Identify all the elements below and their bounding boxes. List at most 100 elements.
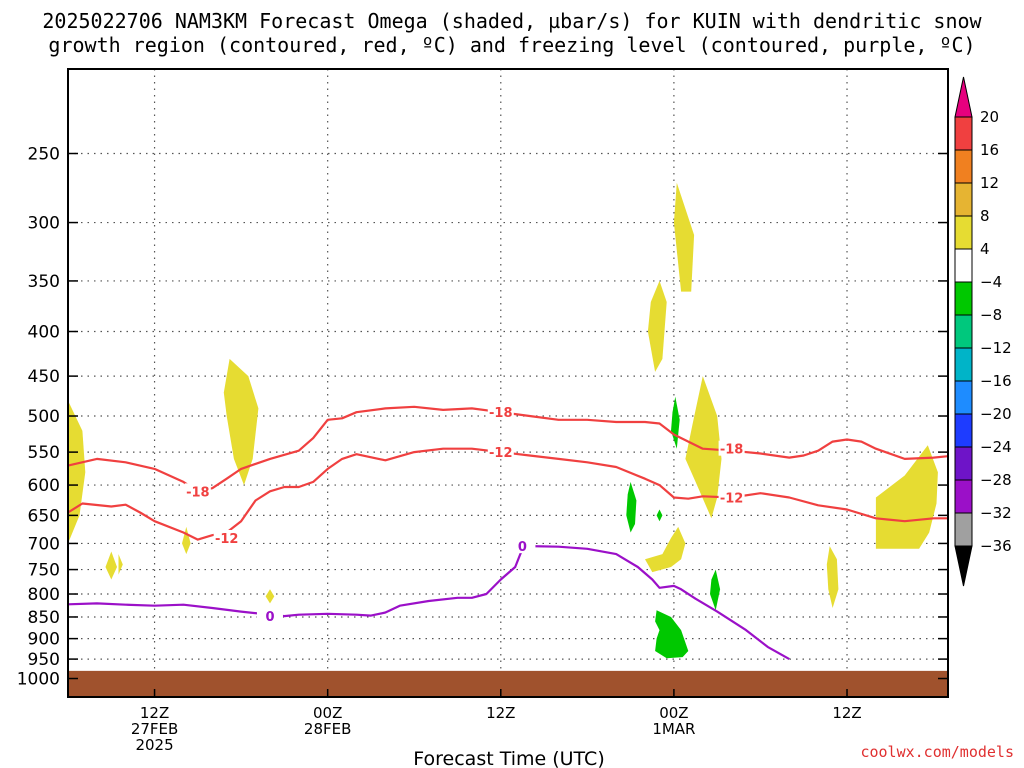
colorbar-segment — [954, 446, 973, 481]
contour-label: -12 — [215, 532, 239, 547]
colorbar-segment — [954, 281, 973, 316]
x-tick-label: 1MAR — [652, 720, 695, 738]
plot-area: -18 -18 -18 -12 -12 -12 0 0 — [67, 68, 949, 698]
contour-label-bg — [718, 489, 745, 505]
colorbar-tick-label: 8 — [980, 207, 990, 225]
y-tick-label: 850 — [28, 608, 60, 628]
y-tick-label: 950 — [28, 650, 60, 670]
y-tick-label: 700 — [28, 534, 60, 554]
contour-label-bg — [487, 444, 514, 460]
x-tick-label: 00Z — [659, 704, 688, 722]
omega-shaded-region — [647, 280, 667, 372]
omega-shaded-region — [671, 396, 680, 449]
omega-shaded-region — [645, 526, 686, 573]
colorbar-segment — [954, 413, 973, 448]
omega-shaded-region — [710, 569, 721, 611]
contour-label: -12 — [489, 446, 513, 461]
x-tick-label: 00Z — [313, 704, 342, 722]
contour-freezing-level-line — [67, 545, 790, 661]
colorbar-tick-label: 12 — [980, 174, 999, 192]
omega-shaded-region — [105, 551, 117, 580]
colorbar-tick-label: 16 — [980, 141, 999, 159]
colorbar-tick-label: −20 — [980, 405, 1012, 423]
omega-shaded-region — [223, 358, 259, 486]
omega-shaded-region — [265, 589, 275, 604]
y-tick-label: 550 — [28, 443, 60, 463]
contour-label: -12 — [720, 491, 744, 506]
colorbar-tick-label: −8 — [980, 306, 1002, 324]
omega-shaded-region — [626, 481, 637, 533]
colorbar-segment — [954, 149, 973, 184]
colorbar-segment — [954, 116, 973, 151]
omega-shaded-region — [118, 554, 123, 575]
omega-shaded-region — [655, 610, 689, 659]
y-tick-label: 500 — [28, 407, 60, 427]
colorbar-segment — [954, 380, 973, 415]
colorbar-top-arrow — [954, 76, 973, 118]
colorbar-segment — [954, 479, 973, 514]
colorbar-segment — [954, 347, 973, 382]
omega-shaded-region — [656, 509, 663, 522]
y-tick-label: 450 — [28, 367, 60, 387]
x-tick-label: 12Z — [486, 704, 515, 722]
omega-shaded-region — [826, 546, 839, 608]
y-tick-label: 650 — [28, 506, 60, 526]
colorbar-segment — [954, 314, 973, 349]
contour-label: 0 — [518, 540, 527, 555]
colorbar-segment — [954, 512, 973, 547]
contour-label-bg — [487, 404, 514, 420]
omega-shaded-region — [685, 376, 722, 519]
chart-title-line2: growth region (contoured, red, ºC) and f… — [48, 33, 975, 57]
contour-label-bg — [256, 608, 283, 624]
y-tick-label: 800 — [28, 585, 60, 605]
contour-label: -18 — [489, 406, 513, 421]
omega-shaded-region — [875, 445, 938, 549]
y-tick-label: 900 — [28, 630, 60, 650]
colorbar-tick-label: −4 — [980, 273, 1002, 291]
contour-label: -18 — [186, 485, 210, 500]
contour-dgz-line — [67, 405, 949, 493]
colorbar-tick-label: 4 — [980, 240, 990, 258]
x-tick-label: 12Z — [832, 704, 861, 722]
colorbar-segment — [954, 248, 973, 283]
colorbar-tick-label: −36 — [980, 537, 1012, 555]
credit-text: coolwx.com/models — [860, 743, 1014, 761]
ground-fill — [68, 670, 948, 697]
colorbar-bottom-arrow — [954, 545, 973, 587]
y-tick-label: 300 — [28, 214, 60, 234]
contour-label-bg — [184, 483, 211, 499]
x-tick-label: 2025 — [135, 736, 173, 754]
omega-shaded-region — [673, 182, 695, 292]
omega-shaded-region — [182, 526, 191, 555]
y-tick-label: 750 — [28, 561, 60, 581]
y-tick-label: 400 — [28, 323, 60, 343]
contour-label: -18 — [720, 443, 744, 458]
contour-label-bg — [213, 529, 240, 545]
x-axis-label: Forecast Time (UTC) — [413, 748, 604, 768]
colorbar-tick-label: −24 — [980, 438, 1012, 456]
colorbar-tick-label: −16 — [980, 372, 1012, 390]
colorbar-segment — [954, 182, 973, 217]
colorbar-segment — [954, 215, 973, 250]
colorbar-tick-label: −28 — [980, 471, 1012, 489]
x-tick-label: 12Z — [140, 704, 169, 722]
contour-label-bg — [509, 538, 536, 554]
colorbar: 20 16 12 8 4 −4 −8 −12 −16 −20 −24 −28 −32 −36 — [954, 76, 1012, 587]
contour-label-bg — [718, 440, 745, 456]
x-tick-label: 28FEB — [304, 720, 351, 738]
omega-shaded-region — [68, 400, 86, 544]
contour-label: 0 — [265, 610, 274, 625]
y-tick-label: 1000 — [17, 670, 60, 690]
colorbar-tick-label: −32 — [980, 504, 1012, 522]
colorbar-tick-label: 20 — [980, 108, 999, 126]
y-tick-label: 600 — [28, 476, 60, 496]
colorbar-tick-label: −12 — [980, 339, 1012, 357]
chart-title-line1: 2025022706 NAM3KM Forecast Omega (shaded… — [42, 9, 982, 33]
y-tick-label: 250 — [28, 145, 60, 165]
y-axis: 2503003504004505005506006507007508008509… — [17, 145, 948, 690]
contour-dgz-line — [67, 447, 948, 541]
x-tick-label: 27FEB — [131, 720, 178, 738]
y-tick-label: 350 — [28, 272, 60, 292]
